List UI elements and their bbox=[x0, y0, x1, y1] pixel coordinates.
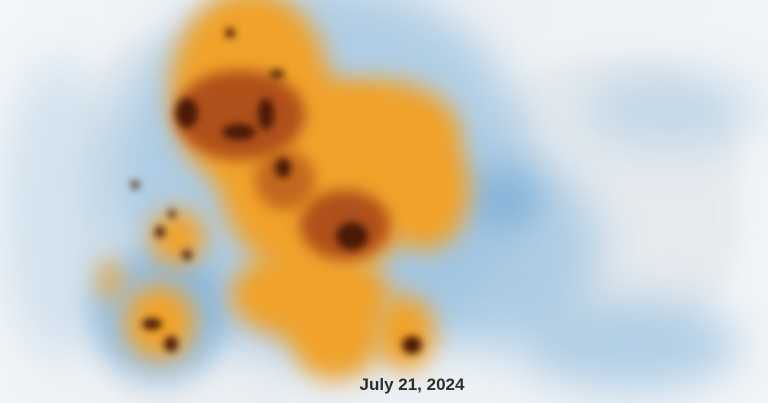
fire-hotspot bbox=[168, 210, 176, 218]
fire-hotspot bbox=[270, 70, 284, 78]
smoke-plume-south2 bbox=[290, 290, 380, 380]
fire-hotspot bbox=[336, 222, 368, 250]
fire-hotspot bbox=[275, 158, 291, 178]
smoke-haze-patch bbox=[470, 170, 540, 230]
fire-hotspot bbox=[225, 28, 235, 38]
fire-hotspot bbox=[155, 226, 165, 238]
fire-hotspot bbox=[176, 98, 198, 128]
smoke-haze-southeast bbox=[520, 300, 740, 390]
fire-hotspot bbox=[182, 250, 192, 260]
fire-hotspot bbox=[131, 181, 139, 189]
fire-hotspot bbox=[164, 336, 178, 352]
date-label: July 21, 2024 bbox=[359, 375, 465, 394]
smoke-plume-southeast bbox=[375, 295, 435, 370]
smoke-plume-east bbox=[380, 130, 470, 250]
fire-hotspot bbox=[402, 336, 422, 354]
fire-hotspot bbox=[222, 124, 256, 140]
smoke-plume-coast bbox=[100, 260, 120, 300]
fire-hotspot bbox=[258, 98, 274, 130]
smoke-haze-northeast bbox=[580, 70, 760, 150]
fire-hotspot bbox=[142, 318, 162, 330]
